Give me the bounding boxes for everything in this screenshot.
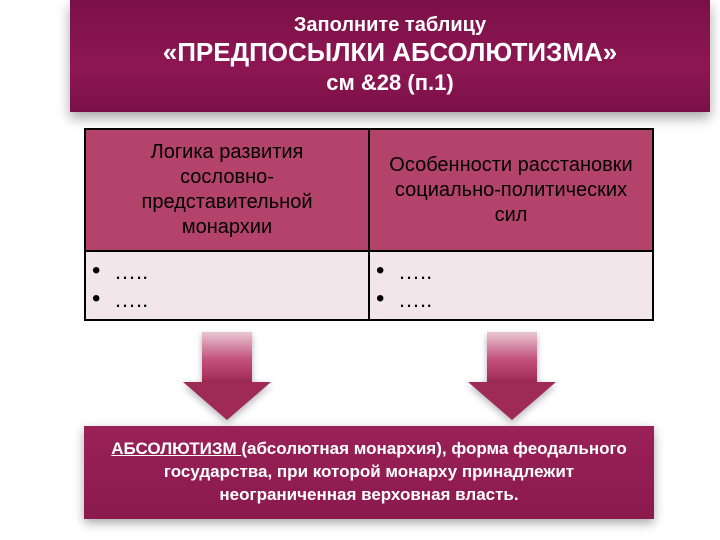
definition-term: АБСОЛЮТИЗМ bbox=[111, 439, 241, 458]
cell-1-list: ….. ….. bbox=[90, 258, 356, 313]
table-row: ….. ….. ….. ….. bbox=[85, 251, 653, 320]
list-item: ….. bbox=[90, 258, 356, 286]
header-line2: «ПРЕДПОСЫЛКИ АБСОЛЮТИЗМА» bbox=[88, 37, 692, 68]
arrow-down-icon bbox=[472, 332, 552, 420]
table-header-row: Логика развития сословно-представительно… bbox=[85, 129, 653, 251]
col-header-2: Особенности расстановки социально-полити… bbox=[369, 129, 653, 251]
arrow-head bbox=[183, 382, 271, 420]
cell-1: ….. ….. bbox=[85, 251, 369, 320]
preconditions-table: Логика развития сословно-представительно… bbox=[84, 128, 654, 321]
cell-2-list: ….. ….. bbox=[374, 258, 640, 313]
arrows-row bbox=[84, 332, 654, 420]
list-item: ….. bbox=[374, 258, 640, 286]
slide-header: Заполните таблицу «ПРЕДПОСЫЛКИ АБСОЛЮТИЗ… bbox=[70, 0, 710, 112]
definition-box: АБСОЛЮТИЗМ (абсолютная монархия), форма … bbox=[84, 426, 654, 519]
list-item: ….. bbox=[90, 286, 356, 314]
header-line3: см &28 (п.1) bbox=[88, 70, 692, 96]
arrow-shaft bbox=[487, 332, 537, 382]
arrow-shaft bbox=[202, 332, 252, 382]
table-container: Логика развития сословно-представительно… bbox=[84, 128, 654, 321]
col-header-1: Логика развития сословно-представительно… bbox=[85, 129, 369, 251]
cell-2: ….. ….. bbox=[369, 251, 653, 320]
arrow-down-icon bbox=[187, 332, 267, 420]
arrow-head bbox=[468, 382, 556, 420]
header-line1: Заполните таблицу bbox=[88, 14, 692, 37]
list-item: ….. bbox=[374, 286, 640, 314]
